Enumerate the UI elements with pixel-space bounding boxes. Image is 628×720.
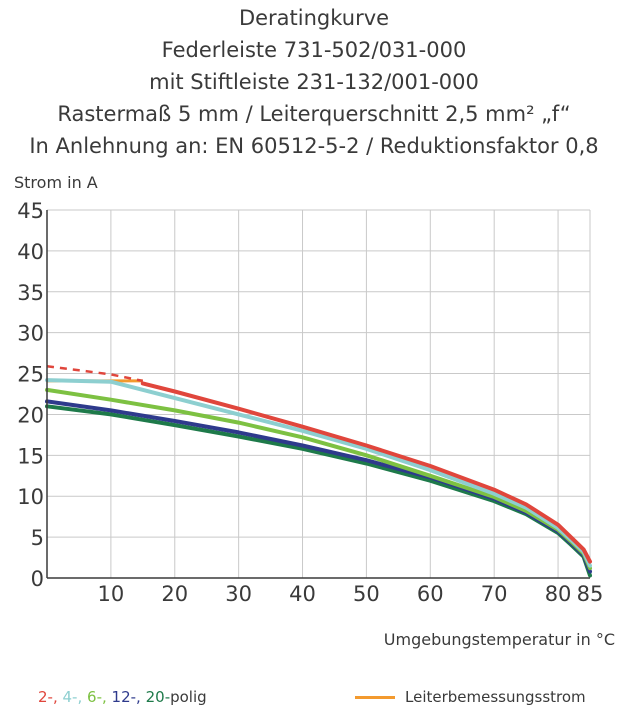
y-tick-label: 25 bbox=[17, 363, 44, 387]
chart-series bbox=[45, 364, 592, 578]
series-line-2 bbox=[140, 381, 592, 564]
x-tick-label: 10 bbox=[98, 582, 125, 606]
chart-axes: 0 5 10 15 20 25 30 35 40 45 10 20 30 40 50 60 70 80 85 Stro… bbox=[14, 173, 615, 649]
x-tick-label: 60 bbox=[417, 582, 444, 606]
chart-legend: 2-, 4-, 6-, 12-, 20-polig bbox=[38, 688, 207, 706]
x-tick-label: 70 bbox=[481, 582, 508, 606]
legend-item-20: 20- bbox=[145, 688, 171, 706]
x-tick-label: 85 bbox=[577, 582, 604, 606]
y-tick-label: 0 bbox=[31, 567, 44, 591]
series-line-4 bbox=[45, 378, 592, 568]
x-tick-label: 30 bbox=[225, 582, 252, 606]
chart-subtitle-1: Federleiste 731-502/031-000 bbox=[161, 38, 467, 62]
series-dashed-2 bbox=[46, 364, 144, 383]
derating-chart: 0 5 10 15 20 25 30 35 40 45 10 20 30 40 50 60 70 80 85 Stro… bbox=[14, 173, 615, 649]
y-tick-label: 15 bbox=[17, 444, 44, 468]
y-tick-label: 20 bbox=[17, 403, 44, 427]
legend-item-4: 4-, bbox=[62, 688, 83, 706]
x-tick-label: 20 bbox=[161, 582, 188, 606]
x-tick-label: 40 bbox=[289, 582, 316, 606]
chart-title: Deratingkurve bbox=[238, 6, 390, 30]
rated-current-swatch bbox=[355, 696, 395, 699]
chart-subtitle-2: mit Stiftleiste 231-132/001-000 bbox=[149, 70, 479, 94]
y-tick-label: 40 bbox=[17, 240, 44, 264]
y-tick-label: 30 bbox=[17, 322, 44, 346]
rated-current-label: Leiterbemessungsstrom bbox=[405, 688, 586, 706]
y-tick-label: 5 bbox=[31, 526, 44, 550]
chart-subtitle-3: Rastermaß 5 mm / Leiterquerschnitt 2,5 m… bbox=[57, 102, 571, 126]
x-axis-label: Umgebungstemperatur in °C bbox=[384, 630, 615, 649]
chart-subtitle-4: In Anlehnung an: EN 60512-5-2 / Reduktio… bbox=[29, 134, 599, 158]
y-axis-label: Strom in A bbox=[14, 173, 98, 192]
chart-title-block: Deratingkurve Federleiste 731-502/031-00… bbox=[0, 2, 628, 162]
y-tick-label: 10 bbox=[17, 485, 44, 509]
y-tick-label: 45 bbox=[17, 199, 44, 223]
x-tick-label: 50 bbox=[353, 582, 380, 606]
chart-grid bbox=[46, 209, 591, 579]
series-line-12 bbox=[45, 399, 592, 574]
x-tick-label: 80 bbox=[545, 582, 572, 606]
legend-rated-current: Leiterbemessungsstrom bbox=[355, 688, 586, 706]
legend-item-12: 12-, bbox=[111, 688, 141, 706]
y-tick-label: 35 bbox=[17, 281, 44, 305]
legend-item-2: 2-, bbox=[38, 688, 58, 706]
legend-item-6: 6-, bbox=[87, 688, 107, 706]
legend-suffix: polig bbox=[170, 688, 207, 706]
